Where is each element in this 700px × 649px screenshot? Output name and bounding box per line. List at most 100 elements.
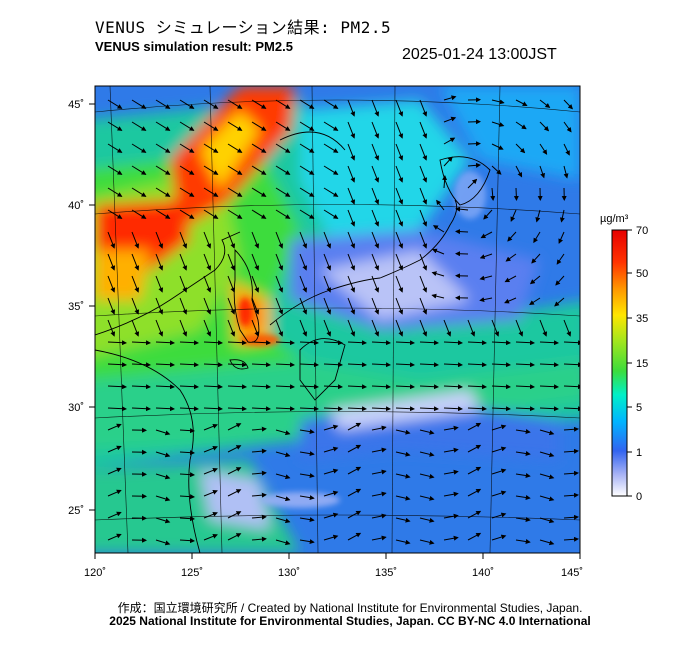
- wind-arrow: [563, 362, 580, 368]
- wind-arrow: [251, 253, 260, 271]
- wind-arrow: [155, 187, 171, 197]
- wind-arrow: [227, 384, 247, 390]
- lat-label-45: 45˚: [68, 99, 84, 111]
- lon-label-125: 125˚: [181, 567, 203, 579]
- wind-arrow: [371, 231, 380, 249]
- wind-arrow: [323, 446, 339, 453]
- wind-arrow: [505, 253, 517, 262]
- wind-arrow: [227, 99, 243, 109]
- wind-arrow: [227, 275, 236, 293]
- wind-arrow: [347, 384, 367, 390]
- wind-arrow: [347, 297, 356, 315]
- colorbar-tick-50: 50: [636, 268, 648, 280]
- wind-arrow: [155, 406, 175, 412]
- wind-arrow: [179, 165, 195, 175]
- wind-arrow: [227, 362, 247, 368]
- wind-arrow: [395, 517, 411, 523]
- wind-arrow: [371, 469, 387, 475]
- colorbar-tick-70: 70: [636, 225, 648, 237]
- wind-arrow: [432, 225, 445, 233]
- wind-arrow: [443, 491, 459, 497]
- wind-arrow: [443, 156, 453, 167]
- wind-arrow: [107, 340, 127, 346]
- wind-arrow: [299, 539, 315, 545]
- wind-arrow: [491, 468, 507, 475]
- wind-arrow: [491, 534, 507, 541]
- wind-arrow: [419, 495, 435, 501]
- wind-arrow: [251, 384, 271, 390]
- wind-arrow: [203, 384, 223, 390]
- wind-arrow: [155, 319, 164, 337]
- wind-arrow: [507, 231, 517, 242]
- wind-arrow: [371, 513, 387, 519]
- wind-arrow: [227, 511, 242, 519]
- wind-arrow: [347, 275, 356, 293]
- wind-arrow: [563, 514, 579, 520]
- wind-arrow: [419, 165, 428, 183]
- wind-arrow: [299, 473, 315, 479]
- wind-arrow: [227, 423, 242, 431]
- wind-arrow: [203, 445, 218, 453]
- wind-arrow: [513, 187, 519, 201]
- wind-arrow: [442, 175, 448, 189]
- wind-arrow: [155, 429, 171, 436]
- wind-arrow: [299, 406, 319, 412]
- wind-arrow: [227, 209, 243, 219]
- wind-arrow: [323, 362, 343, 368]
- wind-arrow: [227, 406, 247, 412]
- wind-arrow: [131, 187, 147, 197]
- wind-arrow: [275, 253, 284, 271]
- wind-arrow: [179, 538, 195, 544]
- wind-arrow: [539, 495, 555, 502]
- wind-arrow: [529, 297, 541, 306]
- wind-arrow: [107, 143, 123, 153]
- wind-arrow: [251, 362, 271, 368]
- wind-arrow: [107, 423, 122, 431]
- wind-arrow: [227, 319, 236, 337]
- wind-arrow: [323, 297, 332, 315]
- wind-arrow: [515, 451, 531, 456]
- wind-arrow: [251, 99, 267, 109]
- title-japanese: VENUS シミュレーション結果: PM2.5: [95, 18, 392, 37]
- wind-arrow: [347, 510, 362, 519]
- wind-arrow: [347, 143, 356, 161]
- wind-arrow: [371, 187, 380, 205]
- wind-arrow: [443, 362, 463, 368]
- wind-arrow: [371, 362, 391, 368]
- wind-arrow: [227, 231, 236, 249]
- wind-arrow: [371, 165, 380, 183]
- wind-arrow: [131, 253, 140, 271]
- wind-arrow: [107, 362, 127, 368]
- wind-arrow: [203, 187, 219, 197]
- wind-arrow: [179, 516, 195, 522]
- wind-arrow: [203, 165, 219, 175]
- wind-arrow: [467, 466, 482, 475]
- wind-arrow: [515, 319, 524, 337]
- wind-arrow: [299, 384, 319, 390]
- wind-arrow: [563, 492, 579, 498]
- lon-label-140: 140˚: [472, 567, 494, 579]
- wind-arrow: [563, 143, 570, 156]
- wind-arrow: [347, 406, 367, 412]
- wind-arrow: [347, 466, 362, 475]
- wind-arrow: [491, 446, 507, 453]
- lon-label-130: 130˚: [278, 567, 300, 579]
- wind-arrow: [227, 297, 236, 315]
- wind-arrow: [419, 275, 428, 293]
- wind-arrow: [251, 187, 267, 197]
- wind-arrow: [510, 209, 517, 222]
- wind-arrow: [419, 143, 428, 161]
- wind-arrow: [347, 340, 367, 346]
- wind-arrow: [419, 406, 439, 412]
- wind-arrow: [539, 143, 548, 155]
- wind-arrow: [155, 121, 171, 131]
- wind-arrow: [539, 99, 551, 109]
- wind-arrow: [491, 143, 504, 150]
- wind-arrow: [515, 539, 531, 544]
- wind-arrow: [275, 495, 291, 502]
- wind-arrow: [179, 362, 199, 368]
- wind-arrow: [395, 99, 404, 117]
- wind-arrow: [467, 362, 487, 368]
- wind-arrow: [275, 275, 284, 293]
- wind-arrow: [107, 121, 123, 131]
